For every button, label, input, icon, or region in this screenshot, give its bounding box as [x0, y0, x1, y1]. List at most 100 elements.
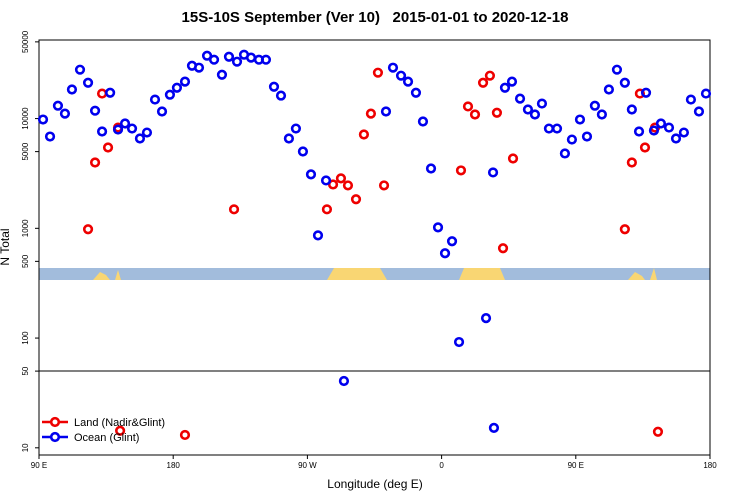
point [321, 204, 333, 215]
point [372, 67, 384, 78]
point [663, 122, 675, 133]
point [52, 100, 64, 111]
point [37, 114, 49, 125]
y-tick-label: 50 [21, 366, 30, 375]
point [112, 124, 124, 135]
x-tick-label: 180 [167, 461, 181, 470]
point [82, 77, 94, 88]
point [171, 82, 183, 93]
point [453, 336, 465, 348]
point [156, 106, 168, 117]
y-tick-label: 50000 [21, 30, 30, 53]
point [305, 169, 317, 180]
y-axis-label: N Total [0, 228, 12, 265]
point [611, 64, 623, 75]
point [66, 84, 78, 95]
point [179, 76, 191, 87]
point [446, 236, 458, 247]
point [589, 100, 600, 111]
point [179, 429, 191, 441]
point [335, 173, 347, 184]
legend-marker [49, 431, 61, 443]
point [480, 313, 492, 324]
point [574, 114, 586, 125]
point [208, 54, 220, 65]
point [387, 62, 399, 73]
y-tick-label: 1000 [21, 219, 30, 237]
point [506, 76, 518, 87]
point [425, 163, 437, 174]
point [417, 116, 429, 127]
x-tick-label: 0 [439, 461, 444, 470]
point [350, 194, 362, 205]
point [596, 109, 607, 120]
point [105, 87, 116, 98]
point [74, 64, 86, 75]
point [82, 224, 94, 235]
x-tick-label: 180 [703, 461, 717, 470]
x-axis-label: Longitude (deg E) [327, 477, 422, 491]
point [290, 123, 302, 134]
point [634, 88, 646, 99]
point [484, 70, 496, 81]
point [102, 142, 114, 153]
y-tick-label: 10 [21, 443, 30, 452]
point [626, 104, 637, 115]
point [639, 142, 651, 153]
series [37, 49, 712, 433]
point [462, 101, 474, 112]
point [201, 50, 213, 61]
point [522, 104, 534, 115]
land-patch [459, 268, 505, 280]
point [700, 88, 712, 99]
point [499, 82, 511, 93]
point [380, 106, 392, 117]
point [216, 69, 228, 80]
point [439, 248, 451, 259]
point [514, 93, 526, 104]
legend-marker [49, 416, 61, 428]
point [126, 123, 138, 134]
point [640, 87, 652, 98]
y-tick-label: 100 [21, 331, 30, 345]
point [134, 133, 146, 144]
point [115, 425, 126, 436]
point [275, 90, 287, 101]
point [223, 51, 235, 62]
point [432, 222, 444, 233]
point [410, 87, 422, 98]
point [358, 129, 370, 140]
point [193, 62, 205, 73]
point [670, 133, 682, 144]
point [536, 98, 548, 109]
legend-label: Ocean (Glint) [74, 432, 139, 444]
point [655, 118, 667, 129]
point [96, 126, 108, 137]
point [297, 146, 309, 157]
point [365, 108, 377, 119]
point [648, 125, 660, 136]
legend-label: Land (Nadir&Glint) [74, 417, 165, 429]
point [603, 84, 615, 95]
point [149, 94, 161, 105]
point [507, 153, 519, 164]
point [581, 131, 593, 142]
point [619, 77, 630, 88]
point [164, 89, 176, 100]
land-patch [115, 270, 121, 280]
point [59, 108, 71, 119]
land-mask-strip [39, 268, 710, 280]
point [551, 123, 563, 134]
point [89, 105, 101, 116]
point [693, 106, 705, 117]
point [141, 127, 153, 138]
point [283, 133, 295, 144]
point [497, 243, 509, 254]
point [685, 94, 697, 105]
point [566, 134, 578, 145]
point [678, 127, 690, 138]
land-patch [93, 272, 110, 280]
point [619, 224, 630, 235]
point [402, 76, 414, 87]
